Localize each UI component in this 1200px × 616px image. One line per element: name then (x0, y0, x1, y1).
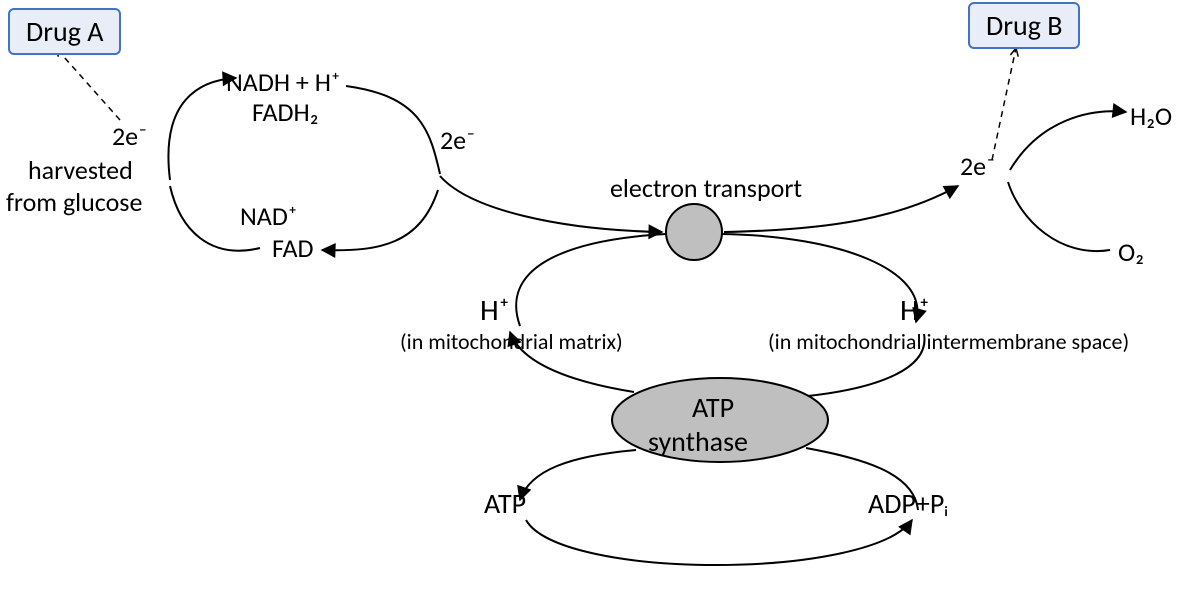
label-2e-right: 2e⁻ (960, 150, 995, 182)
drug-a-box: Drug A (8, 8, 121, 55)
label-hplus-right-sub: (in mitochondrial intermembrane space) (768, 328, 1129, 355)
label-hplus-left: H⁺ (480, 292, 510, 329)
label-o2: O₂ (1118, 236, 1144, 268)
nadh-to-et-top (346, 86, 440, 174)
label-hplus-right: H⁺ (900, 292, 930, 329)
label-hplus-left-sub: (in mitochondrial matrix) (400, 328, 623, 355)
label-from-glucose: from glucose (6, 186, 142, 218)
right-loop-bottom (1008, 182, 1110, 251)
label-fadh2: FADH₂ (252, 96, 318, 128)
et-node (666, 204, 722, 260)
synthase-to-atp (520, 450, 636, 500)
label-atp-synthase-1: ATP (692, 390, 734, 425)
label-harvested: harvested (28, 154, 133, 186)
drug-a-label: Drug A (26, 14, 103, 49)
label-h2o: H₂O (1130, 100, 1172, 132)
label-electron-transport: electron transport (610, 172, 802, 204)
et-to-nad-bottom (322, 190, 438, 250)
diagram-stage: Drug A Drug B 2e⁻ harvested from glucose… (0, 0, 1200, 616)
label-fad: FAD (272, 232, 314, 264)
right-loop-top (1010, 111, 1126, 170)
hplus-right-down (722, 234, 917, 322)
hplus-left-up (516, 234, 666, 326)
label-atp-synthase-2: synthase (648, 424, 748, 459)
label-nadh-hplus: NADH + H⁺ (226, 66, 340, 98)
label-2e-mid: 2e⁻ (440, 124, 475, 156)
drugB-pointer (992, 48, 1016, 160)
label-atp: ATP (484, 486, 526, 521)
drug-b-box: Drug B (968, 2, 1080, 49)
label-nad-plus: NAD⁺ (240, 200, 297, 232)
drugA-pointer (56, 48, 120, 120)
label-adp-pi: ADP+Pᵢ (868, 486, 948, 521)
label-2e-left: 2e⁻ (112, 120, 147, 152)
diagram-svg (0, 0, 1200, 616)
atp-to-adp-bottom (526, 520, 912, 565)
drug-b-label: Drug B (986, 8, 1062, 43)
